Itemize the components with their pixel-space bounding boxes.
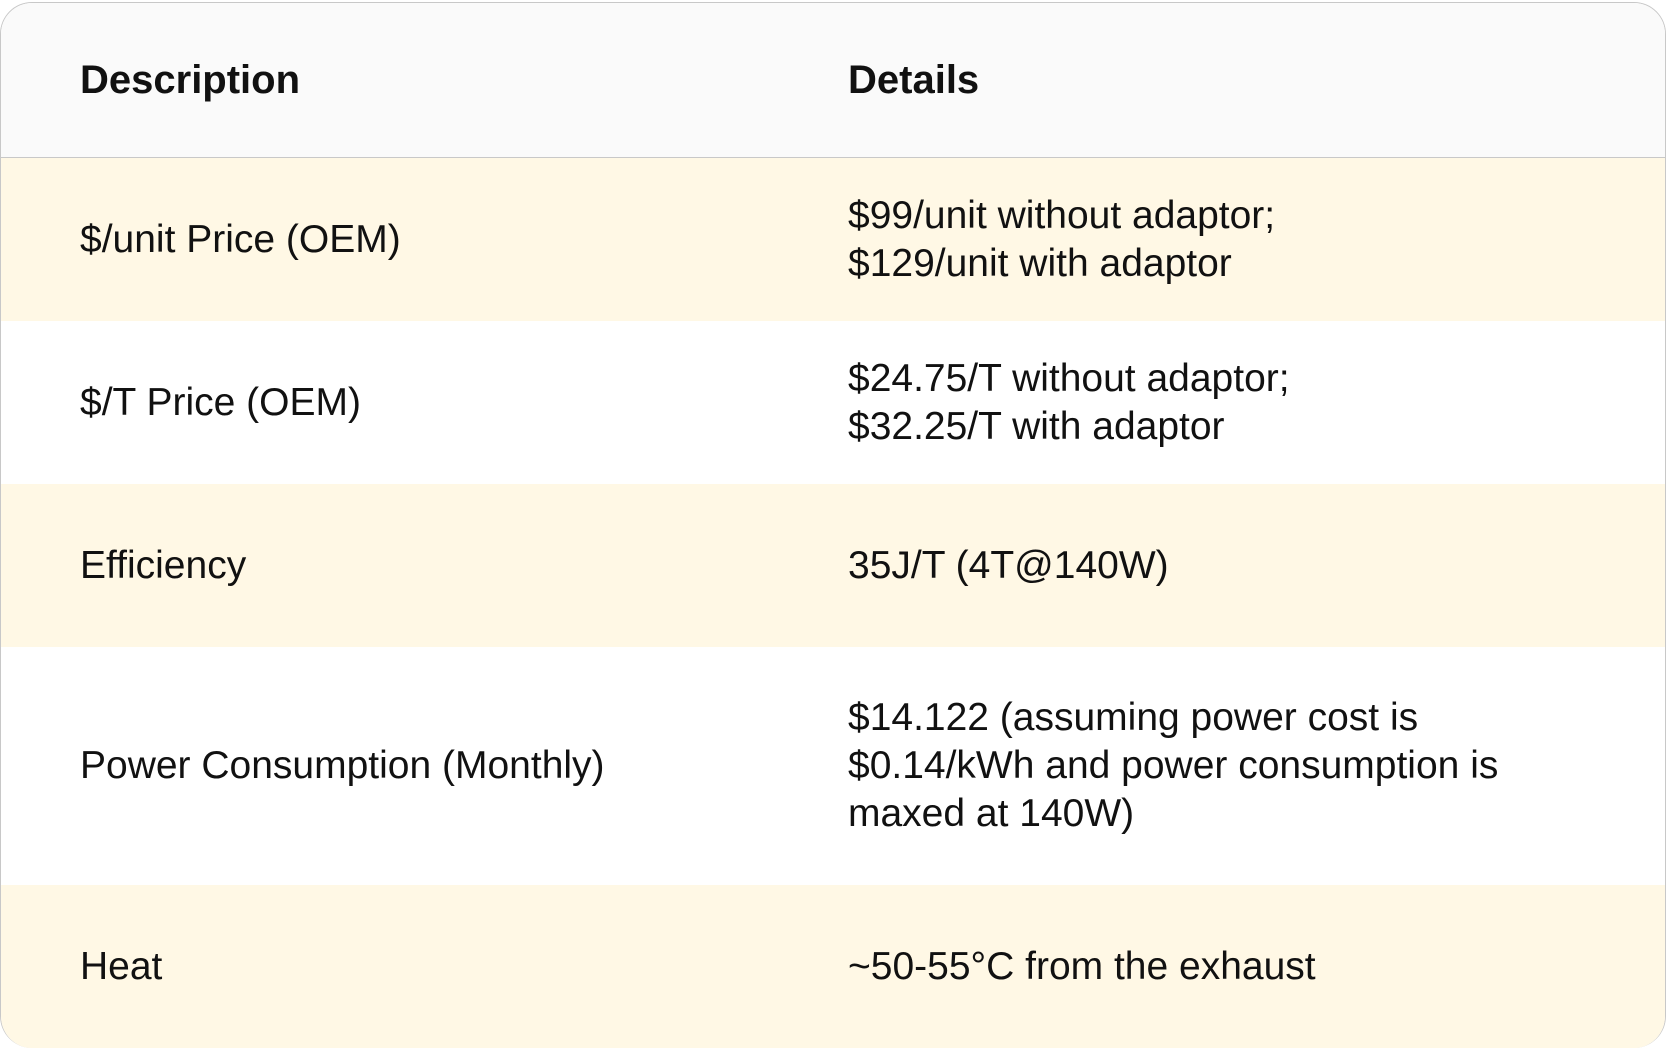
table-row: Heat ~50-55°C from the exhaust xyxy=(1,885,1665,1048)
details-cell: $14.122 (assuming power cost is $0.14/kWh… xyxy=(848,647,1628,885)
header-description: Description xyxy=(80,57,301,102)
details-line: 35J/T (4T@140W) xyxy=(848,543,1169,587)
details-line: maxed at 140W) xyxy=(848,792,1135,835)
description-cell: Heat xyxy=(80,944,163,988)
description-cell: $/unit Price (OEM) xyxy=(80,217,401,261)
details-cell: $99/unit without adaptor; $129/unit with … xyxy=(848,158,1628,321)
details-line: $99/unit without adaptor; xyxy=(848,193,1276,237)
description-cell: Power Consumption (Monthly) xyxy=(80,744,605,787)
table-row: $/T Price (OEM) $24.75/T without adaptor;… xyxy=(1,321,1665,484)
details-line: $14.122 (assuming power cost is xyxy=(848,696,1419,739)
table-row: Efficiency 35J/T (4T@140W) xyxy=(1,484,1665,647)
details-line: $32.25/T with adaptor xyxy=(848,404,1225,448)
table-row: Power Consumption (Monthly) $14.122 (assu… xyxy=(1,647,1665,885)
details-cell: ~50-55°C from the exhaust xyxy=(848,885,1628,1048)
table-row: $/unit Price (OEM) $99/unit without adapt… xyxy=(1,158,1665,321)
details-line: $0.14/kWh and power consumption is xyxy=(848,744,1499,787)
description-cell: $/T Price (OEM) xyxy=(80,380,361,424)
details-cell: $24.75/T without adaptor; $32.25/T with a… xyxy=(848,321,1628,484)
table-header: Description Details xyxy=(1,3,1665,158)
details-cell: 35J/T (4T@140W) xyxy=(848,484,1628,647)
details-line: ~50-55°C from the exhaust xyxy=(848,944,1316,988)
details-line: $24.75/T without adaptor; xyxy=(848,356,1290,400)
header-details: Details xyxy=(848,57,980,102)
details-line: $129/unit with adaptor xyxy=(848,241,1232,285)
description-cell: Efficiency xyxy=(80,543,247,587)
